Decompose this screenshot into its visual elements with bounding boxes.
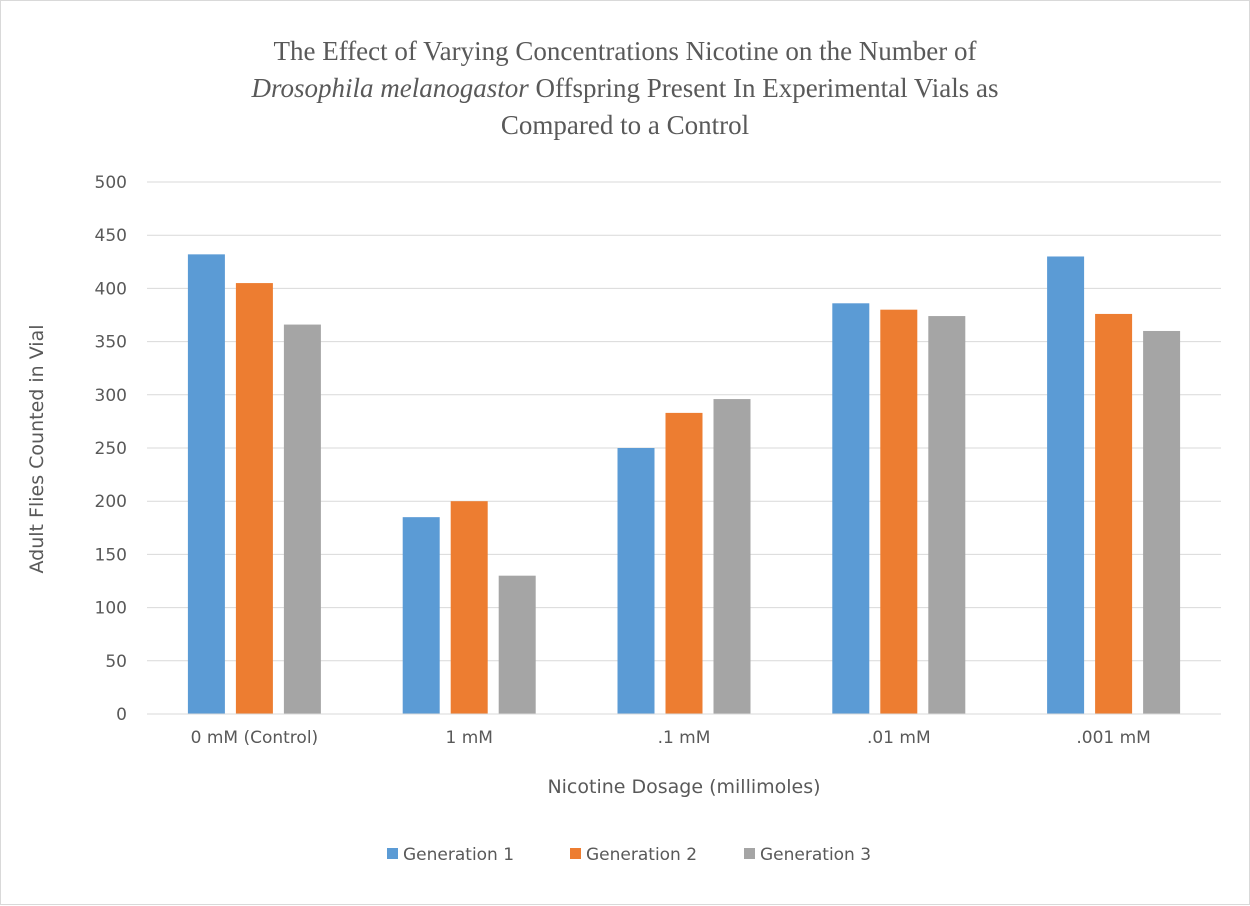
chart-title-species: Drosophila melanogastor [250,73,529,103]
legend-label: Generation 3 [760,845,871,865]
y-tick-label: 500 [95,173,127,193]
axes: 0 50 100 150 200 250 300 350 400 450 500 0 mM (Cont… [95,173,1221,748]
bar-generation-2 [235,283,273,714]
y-tick-label: 200 [95,492,127,512]
bar-generation-2 [450,501,488,714]
bars [187,254,1181,715]
x-tick-label: .001 mM [1076,728,1150,748]
bar-generation-2 [880,309,918,714]
y-axis-title: Adult Flies Counted in Vial [26,324,48,573]
y-tick-label: 150 [95,545,127,565]
x-tick-label: 0 mM (Control) [191,728,319,748]
legend: Generation 1 Generation 2 Generation 3 [387,845,871,865]
legend-swatch [387,848,398,859]
bar-generation-3 [1143,330,1181,714]
x-axis-title: Nicotine Dosage (millimoles) [547,776,820,798]
bar-generation-1 [1047,256,1085,714]
x-tick-label: .1 mM [658,728,711,748]
bar-generation-1 [617,448,655,714]
y-tick-label: 0 [116,705,127,725]
bar-generation-1 [187,254,225,715]
chart-title-line-2-rest: Offspring Present In Experimental Vials … [529,73,999,103]
y-tick-label: 300 [95,386,127,406]
legend-label: Generation 2 [586,845,697,865]
chart-title-line-2: Drosophila melanogastor Offspring Presen… [250,73,998,103]
bar-generation-3 [498,575,536,714]
y-tick-label: 250 [95,439,127,459]
y-tick-label: 100 [95,599,127,619]
bar-generation-3 [928,316,966,714]
y-tick-label: 350 [95,333,127,353]
legend-swatch [744,848,755,859]
bar-generation-3 [283,324,321,714]
legend-label: Generation 1 [403,845,514,865]
x-tick-label: .01 mM [867,728,931,748]
y-tick-label: 450 [95,226,127,246]
bar-generation-2 [665,412,703,714]
chart-title-line-1: The Effect of Varying Concentrations Nic… [273,36,976,66]
bar-generation-1 [832,303,870,714]
bar-generation-1 [402,517,440,714]
legend-swatch [570,848,581,859]
y-tick-label: 50 [105,652,127,672]
chart-title-line-3: Compared to a Control [501,110,749,140]
bar-generation-3 [713,399,751,714]
x-tick-label: 1 mM [445,728,492,748]
y-tick-label: 400 [95,279,127,299]
bar-generation-2 [1095,313,1133,714]
